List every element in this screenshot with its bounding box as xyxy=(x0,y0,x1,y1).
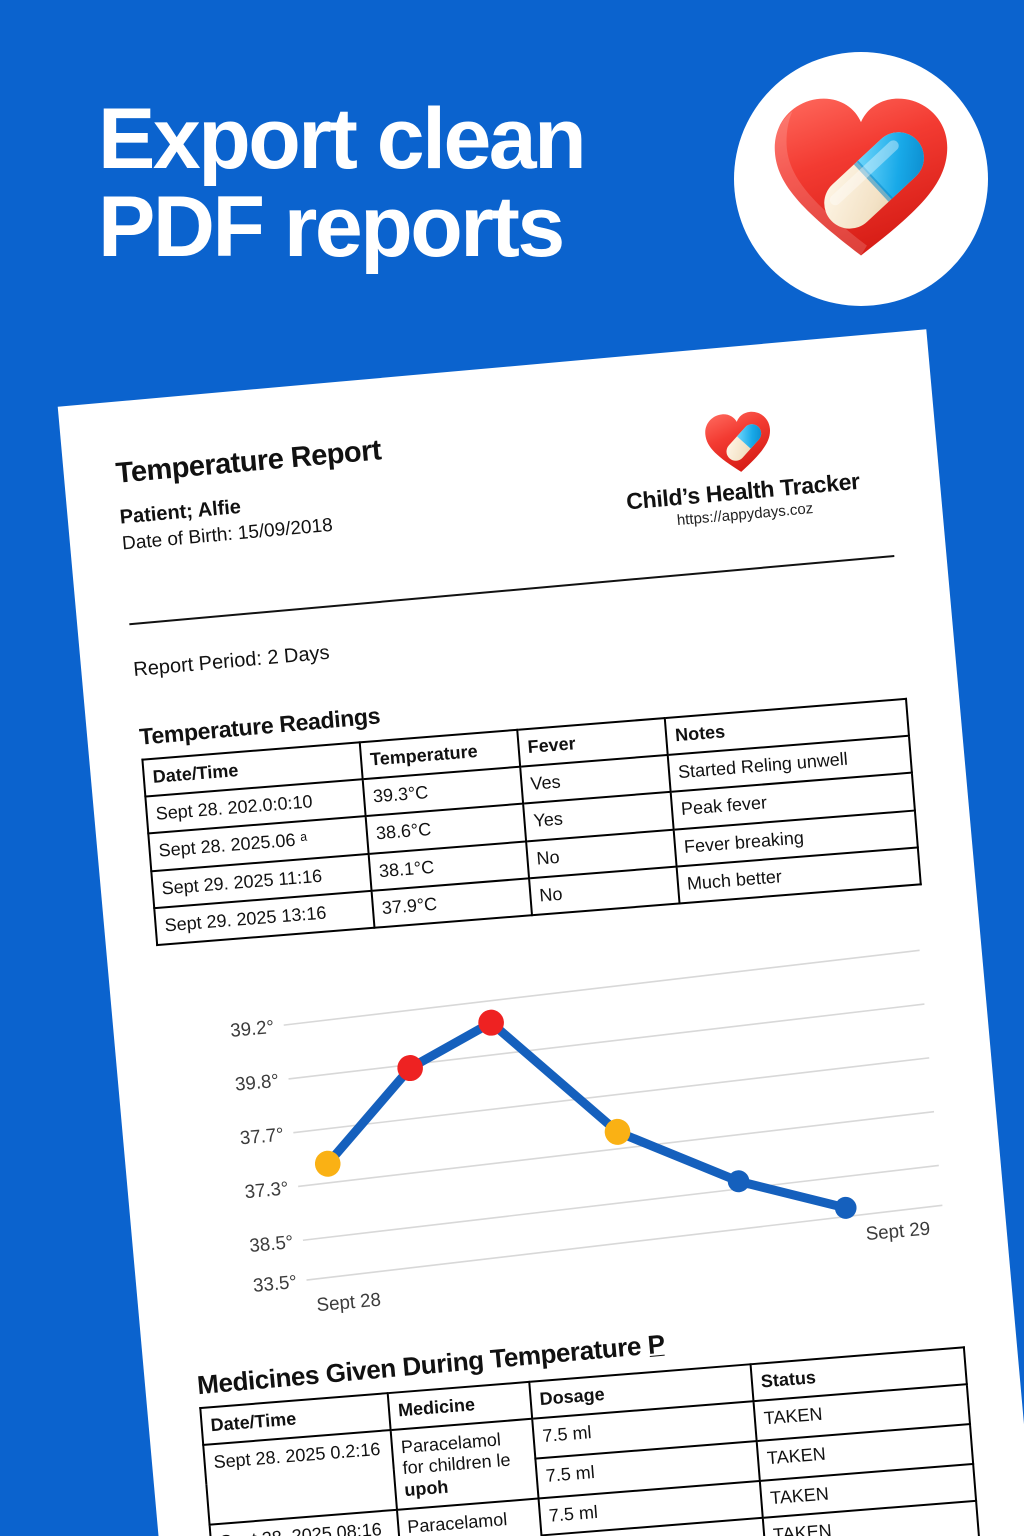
y-tick-label: 37.7° xyxy=(239,1124,285,1149)
y-tick-label: 38.5° xyxy=(249,1231,295,1256)
gridline xyxy=(306,1204,943,1282)
data-point xyxy=(604,1119,631,1146)
gridline xyxy=(298,1111,935,1188)
medicine-plain-text: Paracelamol for children xyxy=(406,1509,508,1536)
heart-pill-icon xyxy=(774,98,948,256)
gridline xyxy=(283,949,920,1027)
gridline xyxy=(302,1164,939,1242)
data-point xyxy=(314,1150,341,1177)
pdf-report-page: Temperature Report Patient; Alfie Date o… xyxy=(57,329,1024,1536)
data-point xyxy=(397,1055,423,1082)
heart-pill-icon xyxy=(705,411,770,472)
y-tick-label: 39.8° xyxy=(234,1070,280,1095)
data-point xyxy=(478,1009,504,1036)
chart-svg: 39.2° 39.8° 37.7° 37.3° 38.5° 33.5° Sept… xyxy=(229,949,943,1316)
medicine-bold-text: upoh xyxy=(403,1476,450,1500)
brand-block: Child’s Health Tracker https://appydays.… xyxy=(591,394,890,536)
cell-medicine: Paracelamol for children le upoh xyxy=(390,1419,539,1510)
x-tick-label: Sept 29 xyxy=(865,1218,931,1245)
chart-data-points xyxy=(314,1009,857,1220)
y-tick-label: 33.5° xyxy=(252,1271,298,1296)
gridline xyxy=(293,1057,930,1134)
medicine-plain-text: Paracelamol for children le xyxy=(400,1429,512,1479)
hero-title: Export clean PDF reports xyxy=(98,95,738,275)
x-tick-label: Sept 28 xyxy=(316,1289,382,1316)
y-tick-label: 37.3° xyxy=(244,1177,290,1202)
hero-title-line1: Export clean xyxy=(98,91,587,187)
gridline xyxy=(288,1003,925,1080)
temperature-chart: 39.2° 39.8° 37.7° 37.3° 38.5° 33.5° Sept… xyxy=(163,934,957,1331)
chart-y-tick-labels: 39.2° 39.8° 37.7° 37.3° 38.5° 33.5° xyxy=(229,1016,297,1296)
data-point xyxy=(727,1170,750,1193)
hero-banner: Export clean PDF reports xyxy=(0,0,1024,340)
hero-title-line2: PDF reports xyxy=(98,178,565,275)
data-point xyxy=(834,1197,857,1220)
chart-gridlines xyxy=(283,949,943,1282)
chart-line-series xyxy=(323,1018,851,1213)
y-tick-label: 39.2° xyxy=(229,1016,275,1041)
app-icon-badge xyxy=(734,52,988,306)
report-header: Temperature Report Patient; Alfie Date o… xyxy=(114,390,892,608)
cell-datetime: Sept 28. 2025 0.2:16 xyxy=(203,1430,397,1525)
